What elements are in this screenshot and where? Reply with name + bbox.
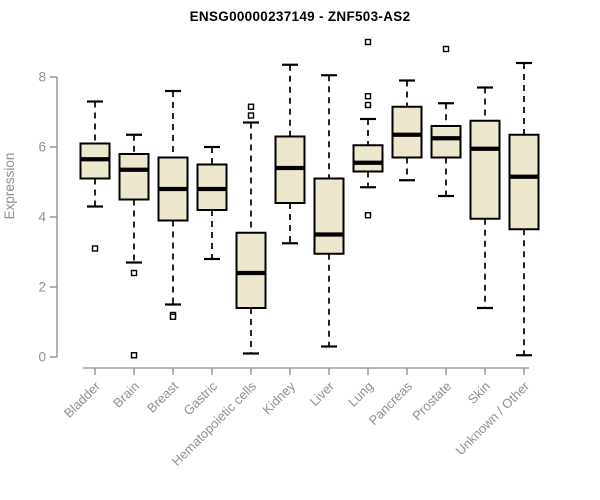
outlier-point bbox=[364, 212, 372, 219]
boxplot-gastric bbox=[196, 145, 228, 261]
outlier-point bbox=[364, 101, 372, 109]
outlier-point bbox=[130, 352, 138, 359]
x-category-label: Liver bbox=[307, 378, 338, 409]
x-category-label: Skin bbox=[465, 379, 493, 407]
outlier-point bbox=[364, 38, 372, 46]
outlier-point bbox=[247, 112, 255, 119]
boxplot-pancreas bbox=[391, 79, 423, 182]
y-tick-label: 6 bbox=[38, 140, 46, 155]
x-category-label: Lung bbox=[345, 379, 376, 410]
boxplot-unknown-other bbox=[508, 61, 540, 357]
y-axis: 0 2 4 6 8 bbox=[38, 70, 58, 365]
y-tick-label: 0 bbox=[38, 350, 46, 365]
outlier-point bbox=[247, 103, 255, 110]
outlier-point bbox=[442, 45, 450, 53]
x-category-label: Kidney bbox=[259, 378, 298, 417]
boxplot-brain bbox=[118, 133, 150, 359]
outlier-point bbox=[91, 245, 99, 252]
x-category-label: Pancreas bbox=[366, 378, 416, 428]
outlier-point bbox=[169, 313, 177, 320]
x-category-label: Prostate bbox=[409, 379, 454, 424]
outlier-point bbox=[130, 269, 138, 277]
x-category-label: Unknown / Other bbox=[453, 378, 533, 458]
x-category-label: Brain bbox=[110, 379, 142, 411]
outlier-point bbox=[364, 93, 372, 100]
boxplot-lung bbox=[352, 38, 384, 219]
x-category-label: Breast bbox=[144, 378, 181, 415]
boxplot-liver bbox=[313, 74, 345, 348]
boxplot-kidney bbox=[274, 63, 306, 245]
y-tick-label: 8 bbox=[38, 70, 46, 85]
boxplot-breast bbox=[157, 89, 189, 320]
y-tick-label: 2 bbox=[38, 280, 46, 295]
x-category-label: Bladder bbox=[61, 378, 104, 421]
boxplot-bladder bbox=[79, 100, 111, 252]
boxplot-prostate bbox=[430, 45, 462, 198]
y-tick-label: 4 bbox=[38, 210, 46, 225]
boxplot-hematopoietic-cells bbox=[235, 103, 267, 355]
chart-title: ENSG00000237149 - ZNF503-AS2 bbox=[189, 9, 411, 24]
boxplot-skin bbox=[469, 86, 501, 310]
